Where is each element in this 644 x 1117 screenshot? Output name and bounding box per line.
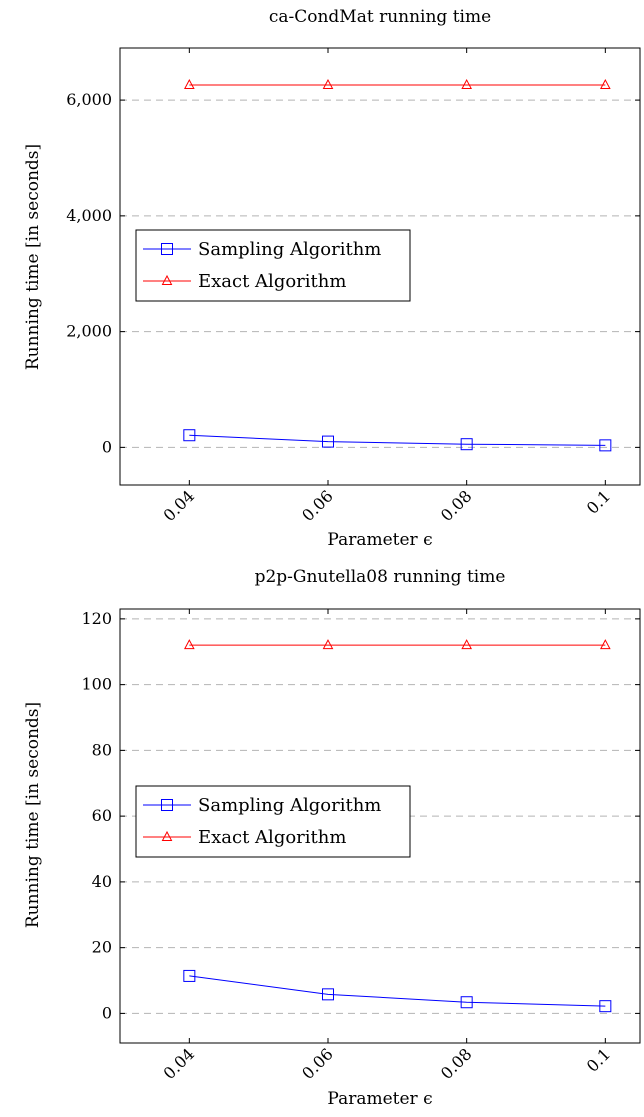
y-tick-label: 0 <box>102 1003 112 1022</box>
y-tick-label: 20 <box>92 938 112 957</box>
x-tick-label: 0.06 <box>298 486 337 525</box>
legend-item: Sampling Algorithm <box>143 239 381 260</box>
legend-label: Sampling Algorithm <box>198 795 381 816</box>
triangle-marker <box>184 78 195 90</box>
legend-label: Sampling Algorithm <box>198 239 381 260</box>
y-tick-label: 0 <box>102 437 112 456</box>
triangle-marker <box>161 830 173 841</box>
square-marker <box>599 439 612 452</box>
plot-frame <box>119 47 641 486</box>
triangle-marker <box>184 639 195 650</box>
square-marker <box>322 988 334 1001</box>
legend-box <box>135 229 411 302</box>
y-axis-label: Running time [in seconds] <box>23 144 43 370</box>
x-axis-label: Parameter ϵ <box>327 1089 432 1109</box>
legend-item: Exact Algorithm <box>143 827 346 848</box>
x-tick-label: 0.06 <box>298 1044 337 1083</box>
legend-item: Exact Algorithm <box>143 271 346 292</box>
x-tick-label: 0.1 <box>583 1044 614 1075</box>
y-tick-label: 120 <box>81 609 112 628</box>
x-tick-label: 0.08 <box>437 486 476 525</box>
legend-item: Sampling Algorithm <box>143 795 381 816</box>
legend-label: Exact Algorithm <box>198 827 346 848</box>
square-marker <box>161 243 173 255</box>
x-tick-label: 0.1 <box>583 486 614 517</box>
triangle-marker <box>322 639 334 650</box>
y-tick-label: 60 <box>92 806 112 825</box>
triangle-marker <box>600 639 611 650</box>
square-marker <box>599 1000 612 1013</box>
square-marker <box>183 969 196 982</box>
legend-label: Exact Algorithm <box>198 271 346 292</box>
x-tick-label: 0.04 <box>160 486 199 525</box>
legend-box <box>135 785 411 858</box>
y-tick-label: 4,000 <box>66 206 112 225</box>
y-tick-label: 100 <box>81 675 112 694</box>
chart-title: ca-CondMat running time <box>269 7 491 27</box>
legend: Sampling Algorithm Exact Algorithm <box>135 785 411 858</box>
series-line-sampling <box>189 975 606 1007</box>
series-line-sampling <box>189 434 606 446</box>
chart-p2p-gnutella08: p2p-Gnutella08 running time Parameter ϵ … <box>23 567 641 1109</box>
square-marker <box>161 799 173 811</box>
x-axis-label: Parameter ϵ <box>327 530 432 550</box>
triangle-marker <box>322 78 334 90</box>
legend: Sampling Algorithm Exact Algorithm <box>135 229 411 302</box>
plot-frame <box>119 608 641 1044</box>
square-marker <box>183 429 196 442</box>
y-tick-label: 40 <box>92 872 112 891</box>
triangle-marker <box>161 274 173 285</box>
square-marker <box>460 996 473 1009</box>
square-marker <box>460 438 473 451</box>
triangle-marker <box>461 78 472 90</box>
x-tick-label: 0.08 <box>437 1044 476 1083</box>
y-axis-label: Running time [in seconds] <box>23 702 43 928</box>
triangle-marker <box>461 639 472 650</box>
y-tick-label: 80 <box>92 740 112 759</box>
chart-title: p2p-Gnutella08 running time <box>255 567 506 587</box>
x-tick-label: 0.04 <box>160 1044 199 1083</box>
y-tick-label: 6,000 <box>66 90 112 109</box>
triangle-marker <box>600 78 611 90</box>
y-tick-label: 2,000 <box>66 322 112 341</box>
square-marker <box>322 435 334 448</box>
chart-ca-condmat: ca-CondMat running time Parameter ϵ Runn… <box>23 7 641 550</box>
